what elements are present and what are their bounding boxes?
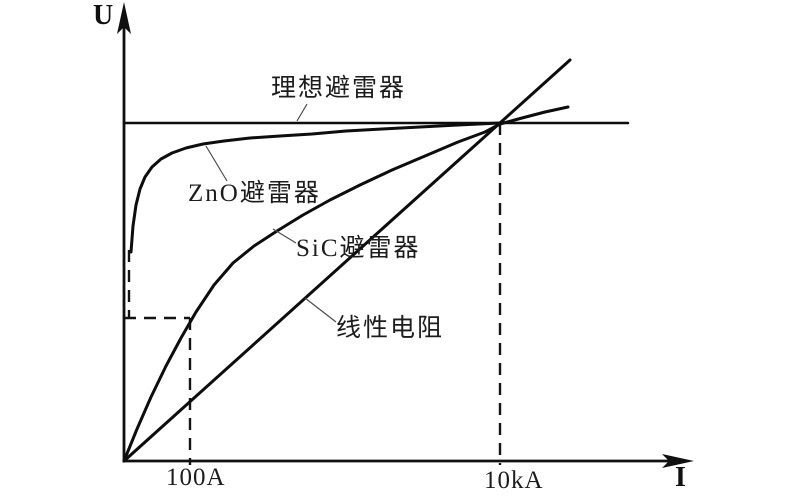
leader-zno — [205, 145, 228, 182]
y-axis-arrow — [117, 2, 131, 34]
label-ideal-arrester: 理想避雷器 — [271, 75, 407, 102]
x-tick-10kA: 10kA — [484, 467, 544, 494]
label-zno-arrester: ZnO避雷器 — [188, 180, 321, 207]
y-axis-label: U — [93, 0, 114, 31]
label-linear-resistor: 线性电阻 — [336, 315, 445, 342]
x-axis-label: I — [675, 462, 686, 493]
curve-linear — [122, 58, 572, 463]
leader-sic — [272, 228, 297, 244]
x-axis-arrow — [662, 454, 694, 468]
label-sic-arrester: SiC避雷器 — [296, 235, 421, 262]
leader-linear — [304, 297, 337, 323]
leader-ideal — [296, 103, 308, 122]
curve-zno — [129, 121, 502, 254]
x-tick-100A: 100A — [166, 464, 226, 491]
